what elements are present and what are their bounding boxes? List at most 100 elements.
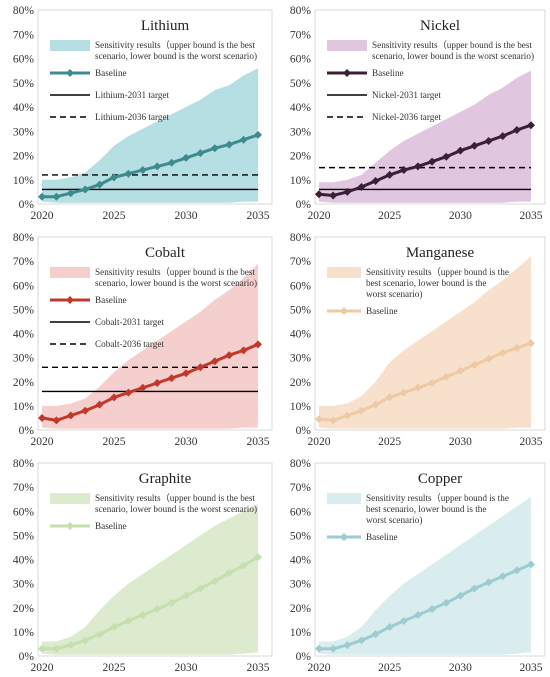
baseline-point	[153, 378, 162, 387]
legend-band-label: scenario, lower bound is the worst scena…	[95, 278, 257, 288]
baseline-point	[239, 135, 248, 144]
y-tick-label: 20%	[290, 377, 312, 389]
baseline-point	[512, 126, 521, 135]
panel-title: Manganese	[406, 245, 475, 261]
baseline-line	[42, 555, 259, 651]
y-tick-label: 60%	[290, 54, 312, 66]
y-tick-label: 70%	[290, 29, 312, 41]
legend-band-label: best scenario, lower bound is the	[366, 278, 486, 288]
sensitivity-band	[42, 504, 258, 655]
legend-baseline-label: Baseline	[95, 295, 127, 305]
baseline-point	[110, 173, 118, 182]
y-tick-label: 40%	[290, 329, 312, 341]
y-tick-label: 70%	[290, 256, 312, 268]
x-tick-label: 2030	[449, 662, 472, 672]
legend-baseline-label: Baseline	[366, 306, 398, 316]
baseline-point	[329, 191, 338, 200]
y-tick-label: 60%	[13, 54, 35, 66]
baseline-point	[385, 170, 394, 179]
y-tick-label: 60%	[290, 280, 312, 292]
legend-band-swatch	[327, 40, 367, 51]
baseline-point	[399, 388, 408, 397]
legend-band-label: Sensitivity results（upper bound is the b…	[372, 40, 532, 50]
legend-band-swatch	[327, 267, 361, 278]
y-tick-label: 80%	[13, 458, 35, 470]
baseline-point	[399, 617, 408, 626]
y-tick-label: 0%	[296, 425, 312, 437]
sensitivity-band	[319, 70, 531, 203]
legend-baseline-marker	[343, 69, 351, 77]
y-tick-label: 80%	[290, 458, 312, 470]
legend-band-label: scenario, lower bound is the worst scena…	[95, 51, 257, 61]
sensitivity-band	[319, 256, 531, 429]
baseline-point	[167, 158, 176, 167]
baseline-point	[371, 400, 380, 409]
y-tick-label: 20%	[13, 377, 35, 389]
baseline-point	[442, 152, 451, 161]
legend-target-label: Lithium-2036 target	[95, 112, 170, 122]
y-tick-label: 30%	[290, 353, 312, 365]
baseline-point	[66, 189, 75, 198]
x-tick-label: 2020	[31, 662, 54, 672]
legend-band-label: Sensitivity results（upper bound is the b…	[95, 267, 255, 277]
baseline-point	[167, 598, 176, 607]
baseline-point	[315, 190, 323, 199]
y-tick-label: 0%	[296, 199, 312, 211]
x-tick-label: 2035	[247, 210, 270, 222]
x-tick-label: 2030	[175, 210, 198, 222]
y-tick-label: 20%	[290, 151, 312, 163]
plot-frame	[314, 236, 546, 431]
baseline-point	[329, 644, 338, 653]
panel-nickel: 0% 10% 20% 30% 40% 50% 60% 70% 80% 2020 2025 2030 20…	[290, 5, 546, 222]
panel-title: Nickel	[420, 18, 460, 34]
x-tick-label: 2030	[449, 436, 472, 448]
x-tick-label: 2035	[247, 436, 270, 448]
baseline-point	[225, 351, 234, 360]
panel-copper: 0% 10% 20% 30% 40% 50% 60% 70% 80% 2020 2025 2030 20…	[290, 458, 546, 674]
y-tick-label: 50%	[13, 78, 35, 90]
baseline-point	[153, 162, 162, 171]
x-tick-label: 2035	[520, 662, 543, 672]
y-tick-label: 50%	[290, 304, 312, 316]
panel-title: Graphite	[139, 471, 192, 487]
x-tick-label: 2030	[175, 436, 198, 448]
baseline-point	[498, 348, 507, 357]
legend-band-label: best scenario, lower bound is the	[366, 504, 486, 514]
y-tick-label: 10%	[13, 401, 35, 413]
baseline-point	[254, 340, 262, 349]
baseline-point	[343, 411, 352, 420]
legend-band-swatch	[50, 267, 90, 278]
panel-graphite: 0% 10% 20% 30% 40% 50% 60% 70% 80% 2020 2025 2030 20…	[13, 458, 273, 674]
legend-baseline-label: Baseline	[95, 68, 127, 78]
panel-title: Cobalt	[145, 245, 186, 261]
legend-band-label: scenario, lower bound is the worst scena…	[95, 504, 257, 514]
y-tick-label: 80%	[13, 232, 35, 244]
x-tick-label: 2025	[378, 436, 401, 448]
baseline-point	[498, 132, 507, 141]
baseline-point	[343, 187, 352, 196]
legend-target-label: Cobalt-2031 target	[95, 317, 164, 327]
baseline-point	[182, 591, 190, 600]
baseline-point	[196, 363, 205, 372]
legend-band-label: Sensitivity results（upper bound is the	[366, 267, 509, 277]
baseline-point	[512, 343, 521, 352]
baseline-point	[343, 641, 352, 650]
y-tick-label: 10%	[13, 627, 35, 639]
baseline-point	[196, 149, 205, 158]
legend-band-label: worst scenario)	[366, 289, 422, 299]
legend-baseline-label: Baseline	[95, 521, 127, 531]
baseline-point	[138, 383, 147, 392]
baseline-point	[428, 157, 437, 166]
panel-cobalt: 0% 10% 20% 30% 40% 50% 60% 70% 80% 2020 2025 2030 20…	[13, 232, 273, 448]
baseline-point	[124, 169, 133, 178]
x-tick-label: 2020	[31, 210, 54, 222]
baseline-point	[239, 561, 248, 570]
legend-baseline-label: Baseline	[372, 68, 404, 78]
x-tick-label: 2035	[247, 662, 270, 672]
plot-frame	[37, 236, 273, 431]
x-tick-label: 2025	[103, 662, 126, 672]
x-tick-label: 2035	[520, 436, 543, 448]
baseline-point	[385, 393, 394, 402]
y-tick-label: 50%	[290, 530, 312, 542]
x-tick-label: 2025	[378, 210, 401, 222]
